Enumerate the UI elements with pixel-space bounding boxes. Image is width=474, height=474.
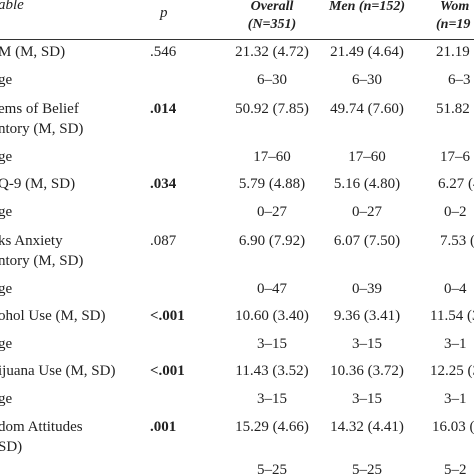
row-p: .014: [150, 101, 177, 117]
row-overall: 0–27: [257, 204, 287, 220]
row-overall: 0–47: [257, 281, 287, 297]
row-women: 0–2: [444, 204, 467, 220]
row-p: .546: [150, 44, 177, 60]
row-label: ge: [0, 336, 13, 352]
row-overall: 17–60: [253, 149, 291, 165]
row-men: 14.32 (4.41): [330, 419, 404, 435]
row-overall: 10.60 (3.40): [235, 308, 309, 324]
row-women: 3–1: [444, 336, 467, 352]
row-women: 17–6: [440, 149, 470, 165]
row-overall: 3–15: [257, 391, 287, 407]
row-label-line2: SD): [0, 439, 23, 455]
row-p: <.001: [150, 363, 185, 379]
row-women: 11.54 (3: [430, 308, 474, 324]
header-variable: able: [0, 0, 24, 13]
row-men: 5–25: [352, 462, 382, 474]
row-label-line2: ntory (M, SD): [0, 121, 84, 137]
row-men: 3–15: [352, 391, 382, 407]
row-overall: 6–30: [257, 72, 287, 88]
row-overall: 11.43 (3.52): [235, 363, 309, 379]
row-women: 51.82 (: [436, 101, 474, 117]
header-women-n: (n=19: [436, 17, 471, 32]
row-p: <.001: [150, 308, 185, 324]
row-men: 5.16 (4.80): [333, 176, 401, 192]
row-women: 0–4: [444, 281, 467, 297]
row-women: 7.53 (8: [440, 233, 474, 249]
row-p: .087: [150, 233, 177, 249]
row-overall: 5.79 (4.88): [238, 176, 306, 192]
row-men: 3–15: [352, 336, 382, 352]
row-overall: 6.90 (7.92): [238, 233, 306, 249]
row-women: 12.25 (3: [430, 363, 474, 379]
row-label: ge: [0, 149, 13, 165]
row-men: 6–30: [352, 72, 382, 88]
row-label: ijuana Use (M, SD): [0, 363, 116, 379]
row-men: 10.36 (3.72): [330, 363, 404, 379]
row-label: M (M, SD): [0, 44, 66, 60]
row-men: 6.07 (7.50): [333, 233, 401, 249]
row-overall: 15.29 (4.66): [235, 419, 309, 435]
row-p: .034: [150, 176, 177, 192]
row-women: 6.27 (4: [438, 176, 474, 192]
row-p: .001: [150, 419, 177, 435]
row-label: ems of Belief: [0, 101, 79, 117]
header-p: p: [160, 5, 168, 21]
row-women: 16.03 (4: [432, 419, 474, 435]
row-women: 6–3: [448, 72, 471, 88]
row-women: 21.19 (: [436, 44, 474, 60]
row-men: 49.74 (7.60): [330, 101, 404, 117]
header-women: Wom: [440, 0, 470, 14]
row-women: 3–1: [444, 391, 467, 407]
row-label: ge: [0, 72, 13, 88]
row-label: ge: [0, 204, 13, 220]
header-rule: [0, 39, 474, 40]
row-label: ge: [0, 281, 13, 297]
row-men: 0–39: [352, 281, 382, 297]
row-men: 9.36 (3.41): [333, 308, 401, 324]
row-label: ge: [0, 391, 13, 407]
row-women: 5–2: [444, 462, 467, 474]
row-label-line2: ntory (M, SD): [0, 253, 84, 269]
row-men: 0–27: [352, 204, 382, 220]
row-overall: 50.92 (7.85): [235, 101, 309, 117]
row-label: ohol Use (M, SD): [0, 308, 106, 324]
header-men: Men (n=152): [328, 0, 406, 14]
row-label: ks Anxiety: [0, 233, 63, 249]
row-overall: 3–15: [257, 336, 287, 352]
row-overall: 5–25: [257, 462, 287, 474]
row-label: dom Attitudes: [0, 419, 83, 435]
row-men: 21.49 (4.64): [330, 44, 404, 60]
row-overall: 21.32 (4.72): [235, 44, 309, 60]
row-men: 17–60: [348, 149, 386, 165]
row-label: Q-9 (M, SD): [0, 176, 76, 192]
header-overall: Overall: [250, 0, 294, 14]
header-overall-n: (N=351): [247, 17, 297, 32]
